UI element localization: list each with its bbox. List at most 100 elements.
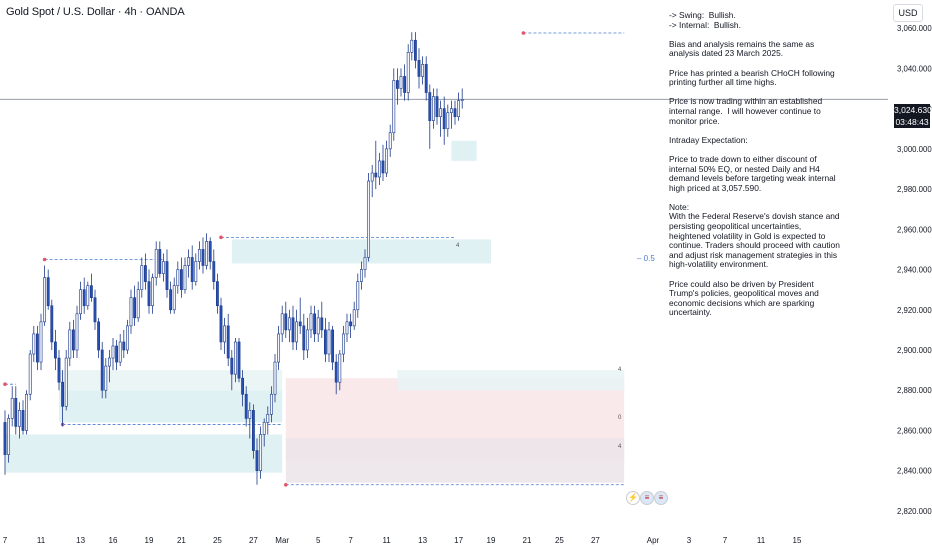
candle-body [39,321,43,363]
candle-body [298,321,302,327]
time-tick-label: 11 [382,536,391,545]
candle-body [377,160,381,178]
note-structure: -> Swing: Bullish. -> Internal: Bullish. [669,10,741,30]
time-tick-label: 7 [348,536,353,545]
note-fed: Note: With the Federal Reserve's dovish … [669,201,840,270]
time-tick-label: 5 [316,536,321,545]
time-tick-label: 27 [249,536,258,545]
candle-body [349,321,353,327]
candle-body [46,277,50,307]
candle-body [370,172,374,182]
candle-body [248,410,252,419]
candle-body [89,285,93,299]
time-tick-label: Apr [647,536,660,545]
candle-body [61,381,65,407]
candle-body [262,422,266,435]
candle-body [136,289,140,319]
time-tick-label: 7 [3,536,8,545]
candle-body [86,285,90,307]
lightning-icon[interactable]: ⚡ [626,491,640,505]
candle-body [50,305,54,343]
candle-body [115,345,119,363]
candle-body [219,305,223,343]
time-tick-label: 17 [454,536,463,545]
time-tick-label: 15 [793,536,802,545]
candle-body [79,289,83,315]
candle-body [194,261,198,282]
time-axis: 7 11 13 16 19 21 25 27 Mar 5 7 11 13 17 19 21 25 27 Apr 3 7 1… [0,523,932,550]
price-tick-label: 2,920.000 [897,306,932,315]
candle-body [179,269,183,290]
candle-body [403,76,407,93]
candle-body [323,329,327,355]
candle-body [273,361,277,395]
note-choch: Price has printed a bearish CHoCH follow… [669,67,838,88]
current-price-label: 3,024.630 [894,105,932,115]
us-flag-icon[interactable]: ≡ [640,491,654,505]
candle-body [428,92,432,121]
candle-body [17,410,21,427]
candle-body [93,297,97,323]
candle-body [125,325,129,351]
time-tick-label: 21 [523,536,532,545]
time-tick-label: 13 [418,536,427,545]
candle-body [284,313,288,331]
candle-body [205,241,209,266]
candle-body [133,297,137,319]
candle-body [316,317,320,335]
note-trump: Price could also be driven by President … [669,278,822,318]
us-flag-icon[interactable]: ≡ [654,491,668,505]
time-axis-bg [0,523,932,550]
zone-label: 0 [618,415,622,421]
candle-body [392,80,396,134]
candle-body [190,257,194,282]
zone-label: 4 [618,444,622,450]
candle-body [28,353,32,395]
candle-body [226,325,230,359]
candle-body [140,265,144,290]
time-tick-label: 13 [76,536,85,545]
candle-body [97,321,101,351]
candle-body [57,357,61,383]
candle-body [453,108,457,117]
candle-body [161,261,165,274]
candle-body [75,313,79,351]
symbol-title[interactable]: Gold Spot / U.S. Dollar · 4h · OANDA [6,6,185,18]
candle-body [457,100,461,117]
time-tick-label: 7 [723,536,728,545]
candle-body [287,317,291,331]
time-tick-label: 25 [213,536,222,545]
candle-body [334,361,338,383]
candle-body [233,341,237,375]
candle-body [435,96,439,117]
candle-body [399,76,403,89]
candle-body [417,60,421,77]
candle-body [158,249,162,274]
candle-body [449,108,453,113]
candle-body [129,297,133,327]
candle-body [424,64,428,93]
zone-label: 4 [456,243,460,249]
candle-body [201,249,205,266]
candle-body [413,39,417,61]
candle-body [291,317,295,343]
price-tick-label: 2,840.000 [897,467,932,476]
price-tick-label: 2,940.000 [897,266,932,275]
candle-body [305,329,309,351]
candle-body [122,341,126,351]
zone-box [397,370,625,391]
candle-body [71,329,75,351]
currency-button[interactable]: USD [893,4,923,22]
candle-body [197,249,201,262]
candle-body [21,410,25,431]
time-tick-label: 25 [555,536,564,545]
level-marker [521,31,526,35]
time-tick-label: 27 [591,536,600,545]
candle-body [313,313,317,335]
candle-body [442,108,446,130]
note-bias: Bias and analysis remains the same as an… [669,38,817,59]
candle-body [183,265,187,290]
time-tick-label: 3 [687,536,692,545]
candle-body [165,261,169,290]
